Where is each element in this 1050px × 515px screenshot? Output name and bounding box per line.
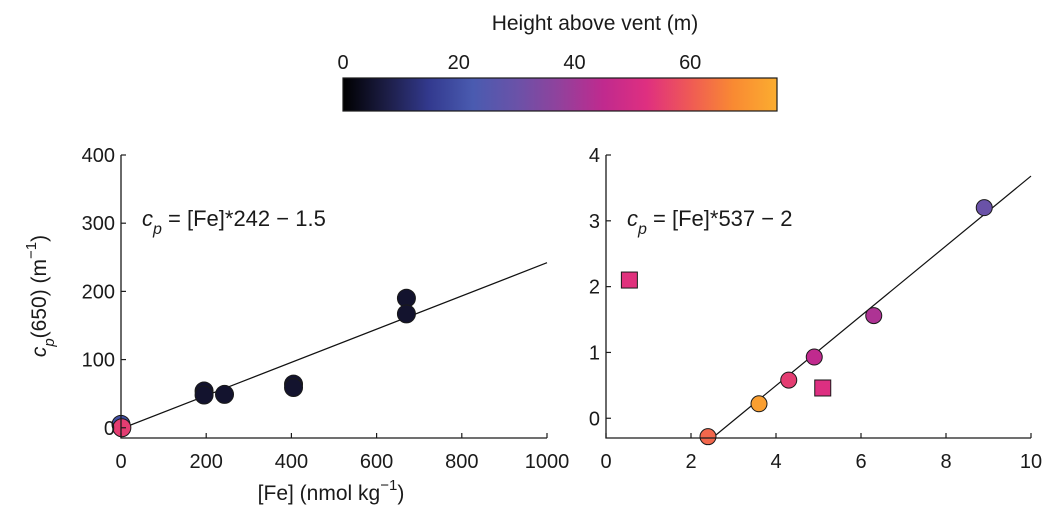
xtick-label: 400	[275, 451, 308, 473]
circle-marker	[780, 371, 798, 389]
ytick-label: 400	[82, 145, 115, 167]
colorbar-gradient	[342, 77, 778, 112]
ytick-label: 0	[589, 408, 600, 430]
yticks-right: 0 1 2 3 4	[589, 145, 611, 430]
xlabel-end: )	[397, 482, 404, 505]
xtick-label: 800	[445, 451, 478, 473]
xlabel-left: [Fe] (nmol kg−1)	[258, 477, 405, 505]
xtick-label: 4	[770, 451, 781, 473]
xtick-label: 1000	[525, 451, 570, 473]
circle-marker	[975, 199, 993, 217]
eq-sub: p	[637, 221, 647, 238]
colorbar-tick-label: 0	[337, 52, 348, 74]
ylabel-left: cp(650) (m−1)	[23, 235, 58, 357]
ytick-label: 3	[589, 211, 600, 233]
circle-marker	[215, 384, 235, 404]
circle-marker	[865, 307, 883, 325]
ytick-label: 200	[82, 281, 115, 303]
ylabel-sup: −1	[23, 242, 40, 259]
colorbar-tick-label: 60	[679, 52, 701, 74]
ylabel-sub: p	[41, 338, 58, 347]
ylabel-end: )	[28, 235, 51, 242]
circle-marker	[396, 304, 416, 324]
equation-left: cp = [Fe]*242 − 1.5	[142, 206, 326, 238]
xticks-right: 0 2 4 6 8 10	[600, 433, 1042, 473]
ytick-label: 0	[104, 418, 115, 440]
xtick-label: 0	[115, 451, 126, 473]
colorbar-tick-label: 20	[448, 52, 470, 74]
ylabel-c: c	[28, 346, 51, 357]
xtick-label: 600	[360, 451, 393, 473]
fit-line	[711, 175, 1032, 439]
xtick-label: 6	[855, 451, 866, 473]
circle-marker	[284, 378, 304, 398]
square-marker	[814, 379, 832, 397]
ylabel-rest: (650) (m	[28, 259, 51, 338]
colorbar-ticks: 0 20 40 60	[337, 52, 701, 74]
ytick-label: 1	[589, 342, 600, 364]
eq-sub: p	[152, 221, 162, 238]
circle-marker	[750, 395, 768, 413]
axes-left	[120, 155, 547, 439]
equation-right: cp = [Fe]*537 − 2	[627, 206, 792, 238]
fit-line-left	[120, 262, 548, 430]
xtick-label: 8	[940, 451, 951, 473]
xtick-label: 2	[685, 451, 696, 473]
xtick-label: 0	[600, 451, 611, 473]
xlabel-sup: −1	[380, 477, 397, 494]
fit-line	[120, 262, 548, 430]
yticks-left: 0 100 200 300 400	[82, 145, 126, 440]
xtick-label: 200	[190, 451, 223, 473]
xlabel-main: [Fe] (nmol kg	[258, 482, 381, 505]
xticks-left: 0 200 400 600 800 1000	[115, 433, 569, 473]
eq-c: c	[142, 206, 153, 231]
ytick-label: 300	[82, 213, 115, 235]
eq-c: c	[627, 206, 638, 231]
square-marker	[620, 271, 638, 289]
points-left	[111, 288, 416, 438]
ytick-label: 100	[82, 350, 115, 372]
circle-marker	[194, 385, 214, 405]
eq-rest: = [Fe]*537 − 2	[647, 206, 793, 231]
colorbar-label: Height above vent (m)	[492, 12, 699, 35]
circle-marker	[699, 428, 717, 446]
xtick-label: 10	[1020, 451, 1042, 473]
colorbar: Height above vent (m) 0 20 40 60	[337, 12, 778, 112]
points-right	[620, 199, 993, 446]
circle-marker	[805, 348, 823, 366]
panel-right: 0 2 4 6 8 10 0 1 2 3 4 cp = [Fe]*537 − 2	[589, 145, 1042, 473]
fit-line-right	[711, 175, 1032, 439]
colorbar-tick-label: 40	[563, 52, 585, 74]
ytick-label: 4	[589, 145, 600, 167]
ytick-label: 2	[589, 277, 600, 299]
eq-rest: = [Fe]*242 − 1.5	[162, 206, 326, 231]
